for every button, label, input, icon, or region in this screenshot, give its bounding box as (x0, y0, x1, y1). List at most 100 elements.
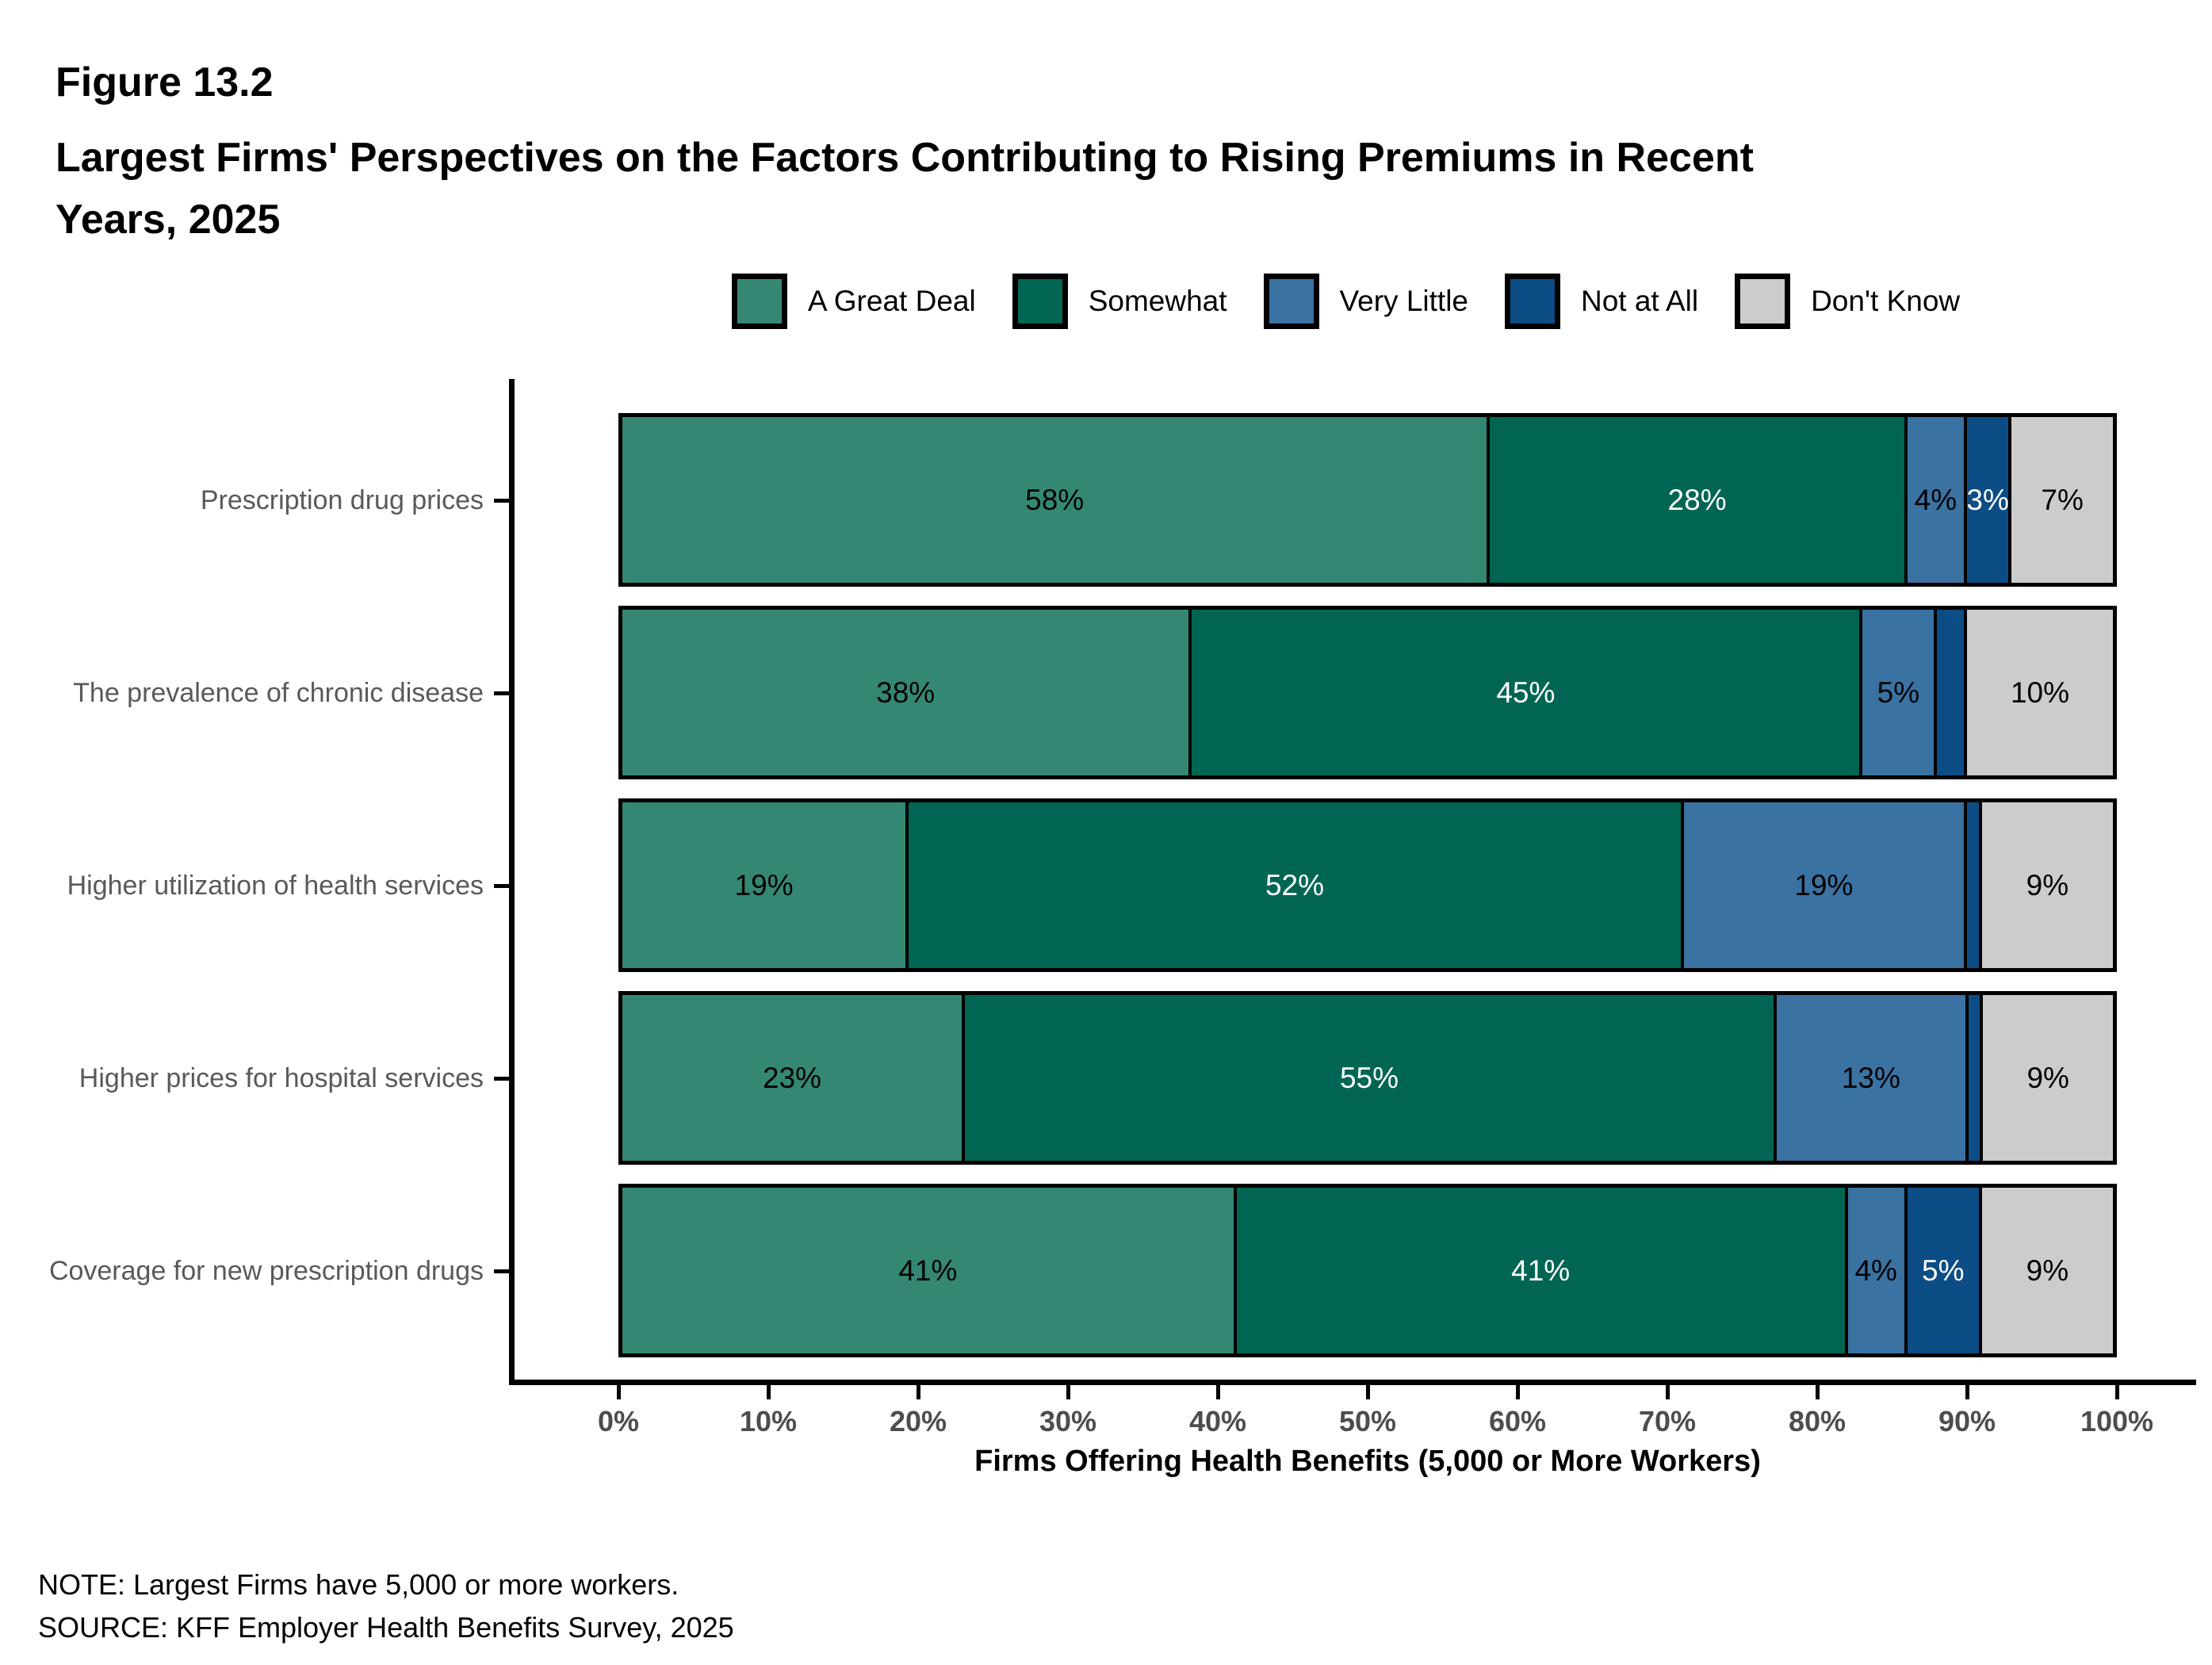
x-tick (617, 1385, 621, 1399)
bar-segment: 38% (622, 610, 1189, 775)
segment-label: 38% (876, 676, 936, 709)
segment-label: 23% (763, 1061, 822, 1094)
y-tick (494, 498, 509, 503)
legend-item: A Great Deal (731, 274, 976, 329)
y-tick (494, 1269, 509, 1273)
segment-label: 4% (1854, 1254, 1897, 1287)
bar-row: 19% 52% 19% 9% (618, 798, 2117, 972)
chart-note: NOTE: Largest Firms have 5,000 or more w… (38, 1568, 679, 1601)
bar-segment: 10% (1963, 610, 2113, 775)
bar-row: 38% 45% 5% 10% (618, 606, 2117, 779)
segment-label: 3% (1966, 483, 2009, 516)
legend-item: Very Little (1263, 274, 1468, 329)
legend-swatch (1012, 274, 1068, 329)
segment-label: 9% (2026, 868, 2069, 901)
bar-segment: 4% (1904, 417, 1964, 583)
chart-legend: A Great Deal Somewhat Very Little Not at Al… (511, 268, 2180, 335)
bar-segment (1965, 995, 1980, 1161)
x-tick (1366, 1385, 1370, 1399)
y-tick (494, 883, 509, 888)
bar-segment: 23% (622, 995, 962, 1161)
legend-swatch (1263, 274, 1319, 329)
x-tick-label: 10% (739, 1405, 798, 1437)
segment-label: 41% (1511, 1254, 1571, 1287)
legend-label: Not at All (1581, 285, 1699, 317)
figure-title-line-2: Years, 2025 (55, 197, 281, 243)
figure-number: Figure 13.2 (55, 59, 274, 105)
legend-label: Very Little (1339, 285, 1468, 317)
y-axis-label: The prevalence of chronic disease (73, 677, 484, 708)
segment-label: 9% (2026, 1061, 2069, 1094)
legend-swatch (1505, 274, 1560, 329)
x-tick-label: 90% (1938, 1405, 1996, 1437)
y-axis-label: Prescription drug prices (200, 484, 484, 515)
segment-label: 55% (1339, 1061, 1399, 1094)
y-tick (494, 691, 509, 695)
x-tick (2115, 1385, 2119, 1399)
segment-label: 9% (2026, 1254, 2069, 1287)
bar-row: 23% 55% 13% 9% (618, 991, 2117, 1165)
bar-segment: 19% (622, 802, 906, 968)
bar-segment: 13% (1773, 995, 1965, 1161)
legend-item: Somewhat (1012, 274, 1227, 329)
legend-label: A Great Deal (807, 285, 976, 317)
bar-segment: 4% (1844, 1188, 1904, 1353)
bar-segment: 45% (1188, 610, 1860, 775)
figure-title: Largest Firms' Perspectives on the Facto… (55, 127, 1754, 251)
x-tick (1516, 1385, 1520, 1399)
legend-label: Somewhat (1088, 285, 1227, 317)
segment-label: 19% (734, 868, 794, 901)
x-tick (1965, 1385, 1969, 1399)
legend-swatch (731, 274, 787, 329)
bar-segment: 41% (1233, 1188, 1845, 1353)
segment-label: 45% (1496, 676, 1556, 709)
bar-segment: 58% (622, 417, 1487, 583)
x-axis-title: Firms Offering Health Benefits (5,000 or… (974, 1445, 1761, 1478)
bar-segment (1934, 610, 1964, 775)
segment-label: 5% (1922, 1254, 1965, 1287)
segment-label: 5% (1877, 676, 1920, 709)
y-axis-label: Higher utilization of health services (67, 870, 484, 901)
segment-label: 10% (2010, 676, 2070, 709)
bar-segment: 9% (1980, 995, 2113, 1161)
bar-segment: 9% (1978, 802, 2113, 968)
y-axis-line (509, 379, 515, 1383)
segment-label: 19% (1794, 868, 1854, 901)
legend-item: Don't Know (1735, 274, 1960, 329)
x-tick-label: 70% (1638, 1405, 1697, 1437)
x-tick (1816, 1385, 1820, 1399)
x-tick (767, 1385, 771, 1399)
segment-label: 13% (1841, 1061, 1900, 1094)
bar-segment: 5% (1859, 610, 1935, 775)
x-tick-label: 80% (1788, 1405, 1847, 1437)
segment-label: 4% (1914, 483, 1958, 516)
y-axis-label: Higher prices for hospital services (78, 1062, 484, 1093)
bar-segment: 9% (1978, 1188, 2113, 1353)
x-tick (1666, 1385, 1670, 1399)
segment-label: 52% (1265, 868, 1325, 901)
x-tick (917, 1385, 920, 1399)
bar-segment: 5% (1904, 1188, 1979, 1353)
x-axis-line (509, 1380, 2196, 1385)
legend-swatch (1735, 274, 1791, 329)
segment-label: 41% (898, 1254, 958, 1287)
x-tick-label: 30% (1039, 1405, 1097, 1437)
x-tick-label: 50% (1338, 1405, 1397, 1437)
y-tick (494, 1076, 509, 1081)
bar-segment: 28% (1487, 417, 1904, 583)
bar-segment: 52% (905, 802, 1681, 968)
bar-segment: 55% (962, 995, 1774, 1161)
bar-segment: 19% (1680, 802, 1964, 968)
x-tick-label: 100% (2080, 1405, 2154, 1437)
chart-source: SOURCE: KFF Employer Health Benefits Sur… (38, 1611, 734, 1644)
segment-label: 58% (1025, 483, 1085, 516)
y-axis-label: Coverage for new prescription drugs (48, 1255, 484, 1286)
x-tick (1216, 1385, 1220, 1399)
x-tick-label: 0% (597, 1405, 640, 1437)
bar-segment: 3% (1963, 417, 2009, 583)
bar-segment (1963, 802, 1979, 968)
x-tick-label: 40% (1188, 1405, 1247, 1437)
x-tick-label: 60% (1488, 1405, 1547, 1437)
legend-item: Not at All (1505, 274, 1698, 329)
